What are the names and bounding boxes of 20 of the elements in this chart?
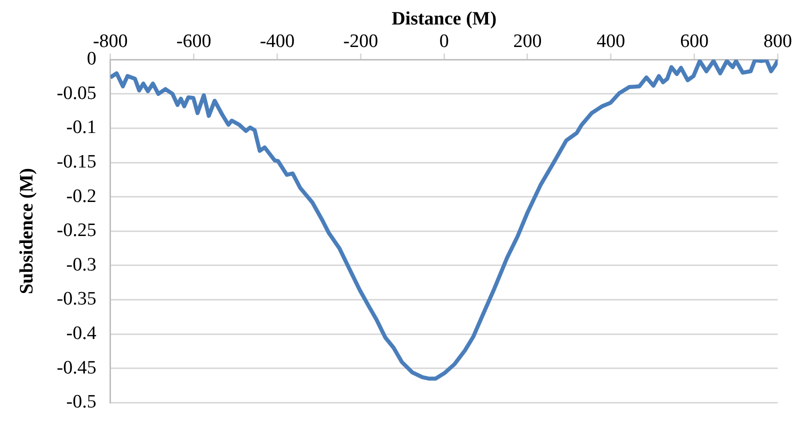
y-axis-title: Subsidence (M): [16, 168, 38, 294]
x-axis-title: Distance (M): [392, 8, 497, 30]
y-tick-label: -0.2: [66, 186, 96, 207]
y-tick-label: -0.4: [66, 322, 97, 344]
y-tick-label: -0.15: [56, 151, 96, 172]
y-tick-label: -0.3: [66, 254, 96, 276]
x-tick-label: 400: [596, 31, 626, 52]
y-tick-label: -0.1: [66, 117, 96, 138]
x-tick-label: -200: [343, 31, 378, 52]
y-tick-label: -0.45: [56, 357, 96, 378]
y-tick-label: -0.5: [66, 392, 96, 413]
y-tick-label: -0.25: [56, 220, 96, 242]
y-tick-label: -0.35: [56, 288, 96, 310]
x-tick-label: 600: [680, 31, 709, 52]
x-tick-label: 800: [764, 31, 792, 52]
y-tick-label: -0.05: [56, 82, 96, 104]
x-tick-label: -600: [176, 31, 212, 52]
x-tick-label: -400: [260, 31, 295, 52]
x-tick-label: 0: [439, 31, 449, 52]
x-tick-label: 200: [513, 31, 542, 52]
